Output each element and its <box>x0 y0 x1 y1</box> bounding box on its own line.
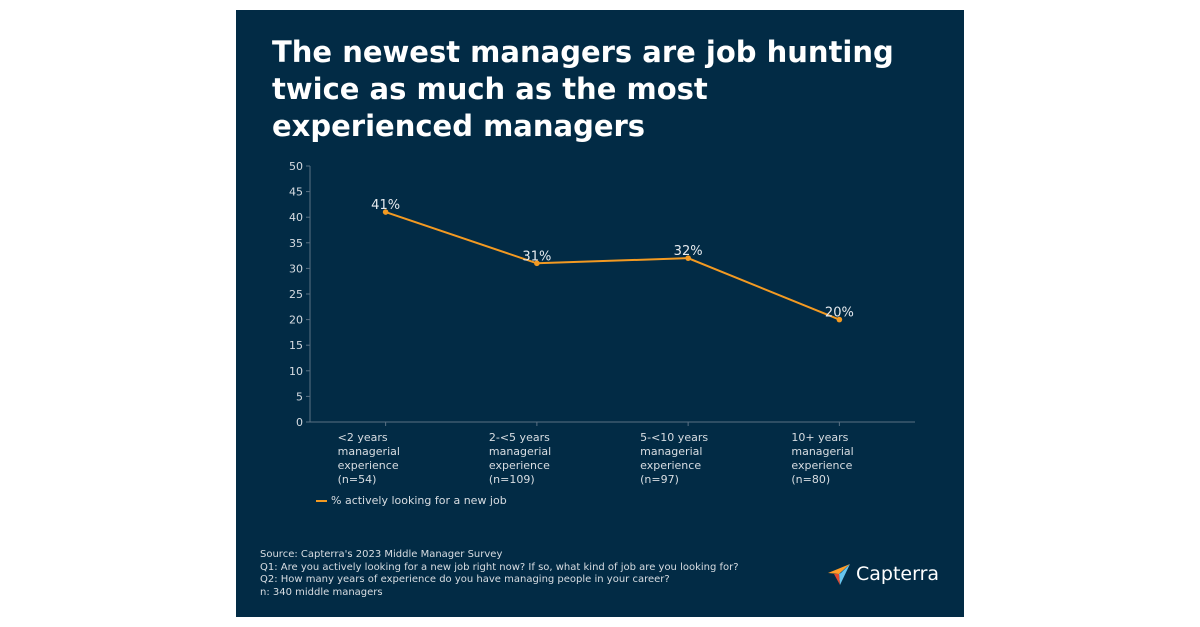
x-category-label: experience <box>338 459 399 472</box>
capterra-logo: Capterra <box>828 562 939 586</box>
x-category-label: experience <box>791 459 852 472</box>
x-category-label: managerial <box>791 445 853 458</box>
series-line <box>385 211 840 321</box>
legend: % actively looking for a new job <box>316 494 507 507</box>
data-label: 32% <box>674 244 703 259</box>
legend-label: % actively looking for a new job <box>331 494 507 507</box>
data-point <box>685 255 691 261</box>
y-tick-label: 10 <box>289 365 303 378</box>
infographic-panel: The newest managers are job hunting twic… <box>236 10 964 617</box>
y-tick-label: 50 <box>289 160 303 173</box>
x-category-label: 2-<5 years <box>489 431 550 444</box>
legend-swatch <box>316 499 327 502</box>
x-category-label: managerial <box>338 445 400 458</box>
source-line: Source: Capterra's 2023 Middle Manager S… <box>260 549 503 560</box>
x-category-label: experience <box>640 459 701 472</box>
y-tick-label: 30 <box>289 262 303 275</box>
data-point <box>836 316 843 323</box>
y-tick-label: 15 <box>289 339 303 352</box>
y-tick-label: 45 <box>289 186 303 199</box>
q1-line: Q1: Are you actively looking for a new j… <box>260 561 739 573</box>
x-category-label: managerial <box>640 445 702 458</box>
x-category-label: 5-<10 years <box>640 431 708 444</box>
y-tick-label: 25 <box>289 288 303 301</box>
logo-text: Capterra <box>856 563 940 585</box>
x-category-label: experience <box>489 459 550 472</box>
y-tick-label: 35 <box>289 237 303 250</box>
y-tick-label: 5 <box>296 390 303 403</box>
y-tick-label: 40 <box>289 211 303 224</box>
sample-line: n: 340 middle managers <box>260 586 383 598</box>
data-label: 31% <box>522 249 551 264</box>
q2-line: Q2: How many years of experience do you … <box>260 574 670 585</box>
x-category-label: <2 years <box>338 431 388 444</box>
data-label: 20% <box>825 306 854 321</box>
data-label: 41% <box>371 198 400 213</box>
y-tick-label: 20 <box>289 314 303 327</box>
x-category-label: (n=109) <box>489 473 535 486</box>
capterra-arrow-icon <box>828 564 850 585</box>
x-category-label: (n=97) <box>640 473 679 486</box>
x-category-label: (n=54) <box>338 473 377 486</box>
x-category-label: managerial <box>489 445 551 458</box>
data-point <box>534 260 540 267</box>
data-point <box>382 209 389 215</box>
y-tick-label: 0 <box>296 416 303 429</box>
chart-title: The newest managers are job hunting twic… <box>272 35 894 143</box>
x-category-label: 10+ years <box>791 431 848 444</box>
source-notes: Source: Capterra's 2023 Middle Manager S… <box>260 549 739 599</box>
x-category-label: (n=80) <box>791 473 830 486</box>
